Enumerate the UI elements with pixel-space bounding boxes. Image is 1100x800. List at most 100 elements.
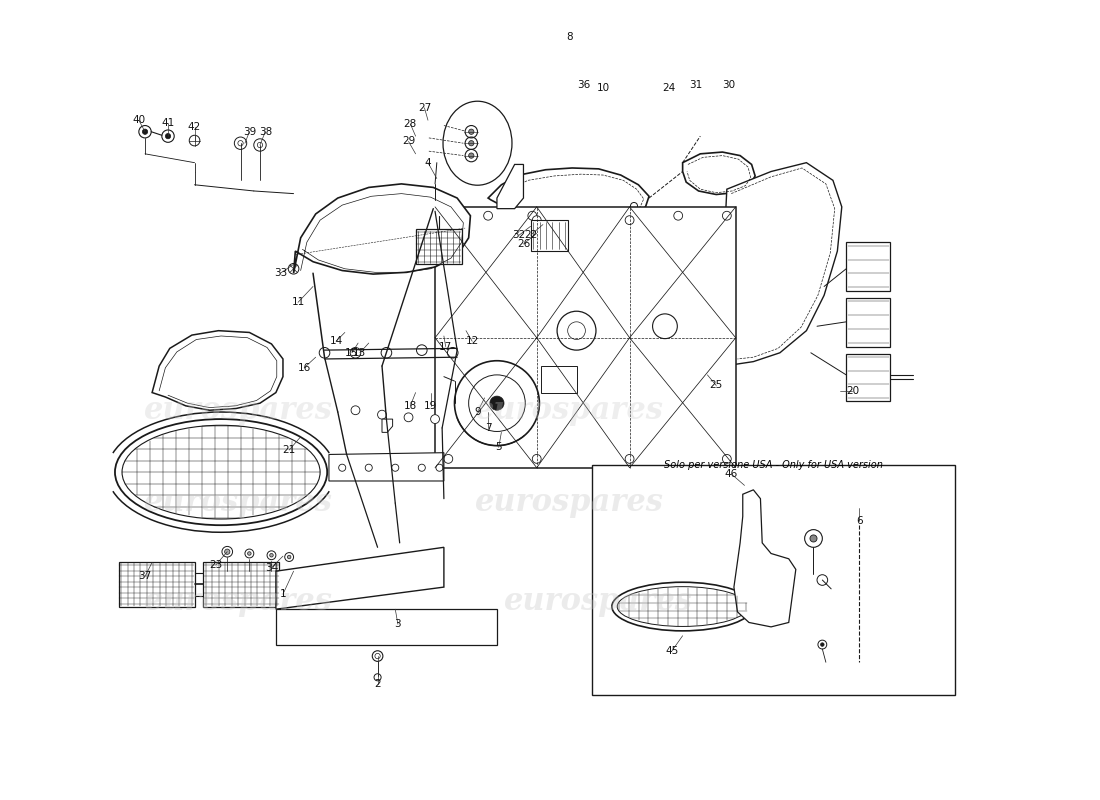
Polygon shape xyxy=(734,490,795,627)
Text: 22: 22 xyxy=(524,230,537,240)
Polygon shape xyxy=(294,184,471,274)
Text: 41: 41 xyxy=(162,118,175,128)
Text: 14: 14 xyxy=(329,336,342,346)
Circle shape xyxy=(532,216,541,225)
Circle shape xyxy=(821,642,824,646)
Text: 21: 21 xyxy=(283,445,296,455)
Polygon shape xyxy=(416,229,462,264)
Circle shape xyxy=(469,153,474,158)
Text: 13: 13 xyxy=(353,348,366,358)
Polygon shape xyxy=(276,547,444,609)
Text: 19: 19 xyxy=(424,401,438,411)
Text: 45: 45 xyxy=(666,646,679,656)
Polygon shape xyxy=(846,242,890,291)
Text: 40: 40 xyxy=(132,115,145,126)
Text: 25: 25 xyxy=(710,381,723,390)
Circle shape xyxy=(532,454,541,463)
Text: 36: 36 xyxy=(578,80,591,90)
Text: 9: 9 xyxy=(474,407,481,417)
Text: 12: 12 xyxy=(465,336,478,346)
Circle shape xyxy=(625,454,634,463)
Text: eurospares: eurospares xyxy=(475,394,664,426)
Text: 1: 1 xyxy=(279,589,286,599)
Text: 3: 3 xyxy=(395,619,402,630)
FancyBboxPatch shape xyxy=(593,465,955,695)
Text: eurospares: eurospares xyxy=(475,486,664,518)
Circle shape xyxy=(270,554,273,557)
Circle shape xyxy=(652,314,678,338)
Text: 23: 23 xyxy=(209,560,222,570)
Text: 28: 28 xyxy=(404,118,417,129)
Polygon shape xyxy=(530,220,568,251)
Circle shape xyxy=(436,464,443,471)
Circle shape xyxy=(377,410,386,419)
Text: 33: 33 xyxy=(274,268,287,278)
Text: 15: 15 xyxy=(345,348,359,358)
Text: 16: 16 xyxy=(298,363,311,373)
Text: 37: 37 xyxy=(139,571,152,582)
Circle shape xyxy=(392,464,399,471)
Circle shape xyxy=(557,311,596,350)
Polygon shape xyxy=(436,207,736,468)
Circle shape xyxy=(444,454,453,463)
Circle shape xyxy=(222,546,232,557)
Ellipse shape xyxy=(116,419,327,525)
Circle shape xyxy=(165,134,170,138)
Circle shape xyxy=(245,549,254,558)
Circle shape xyxy=(224,549,230,554)
Circle shape xyxy=(570,19,574,23)
Ellipse shape xyxy=(617,586,748,626)
Circle shape xyxy=(351,406,360,414)
Text: 20: 20 xyxy=(846,386,859,396)
Circle shape xyxy=(674,211,683,220)
Text: 18: 18 xyxy=(404,401,417,411)
Polygon shape xyxy=(497,165,524,209)
Circle shape xyxy=(444,211,453,220)
Text: 26: 26 xyxy=(517,239,530,249)
Text: 17: 17 xyxy=(439,342,452,351)
Text: 39: 39 xyxy=(243,126,256,137)
Circle shape xyxy=(404,413,412,422)
Ellipse shape xyxy=(612,582,754,631)
Text: 5: 5 xyxy=(495,442,502,452)
Text: 4: 4 xyxy=(425,158,431,168)
Text: 29: 29 xyxy=(402,137,415,146)
Circle shape xyxy=(365,464,372,471)
Circle shape xyxy=(339,464,345,471)
Polygon shape xyxy=(204,562,279,606)
Text: 30: 30 xyxy=(722,80,735,90)
Circle shape xyxy=(469,129,474,134)
Circle shape xyxy=(417,345,427,355)
Text: 34: 34 xyxy=(265,562,278,573)
Text: 8: 8 xyxy=(566,32,573,42)
Circle shape xyxy=(469,141,474,146)
Text: 32: 32 xyxy=(513,230,526,240)
Polygon shape xyxy=(276,609,497,645)
Circle shape xyxy=(448,347,458,358)
Text: Solo per versione USA - Only for USA version: Solo per versione USA - Only for USA ver… xyxy=(664,460,883,470)
Circle shape xyxy=(490,396,504,410)
Circle shape xyxy=(810,535,817,542)
Polygon shape xyxy=(488,168,649,219)
Polygon shape xyxy=(119,562,195,606)
Polygon shape xyxy=(725,162,842,364)
Polygon shape xyxy=(382,419,393,432)
Circle shape xyxy=(248,552,251,555)
Polygon shape xyxy=(846,354,890,402)
Text: eurospares: eurospares xyxy=(144,394,333,426)
Text: 27: 27 xyxy=(418,103,431,113)
Circle shape xyxy=(723,211,732,220)
Text: 7: 7 xyxy=(485,423,492,433)
Text: eurospares: eurospares xyxy=(504,586,693,617)
Text: 10: 10 xyxy=(596,82,609,93)
Text: 11: 11 xyxy=(292,298,305,307)
Text: 42: 42 xyxy=(188,122,201,132)
Circle shape xyxy=(267,551,276,560)
Text: 24: 24 xyxy=(662,82,676,93)
Ellipse shape xyxy=(122,426,320,519)
Text: 6: 6 xyxy=(856,516,862,526)
Polygon shape xyxy=(329,453,444,481)
Circle shape xyxy=(287,555,290,558)
Polygon shape xyxy=(846,298,890,346)
Circle shape xyxy=(350,347,361,358)
